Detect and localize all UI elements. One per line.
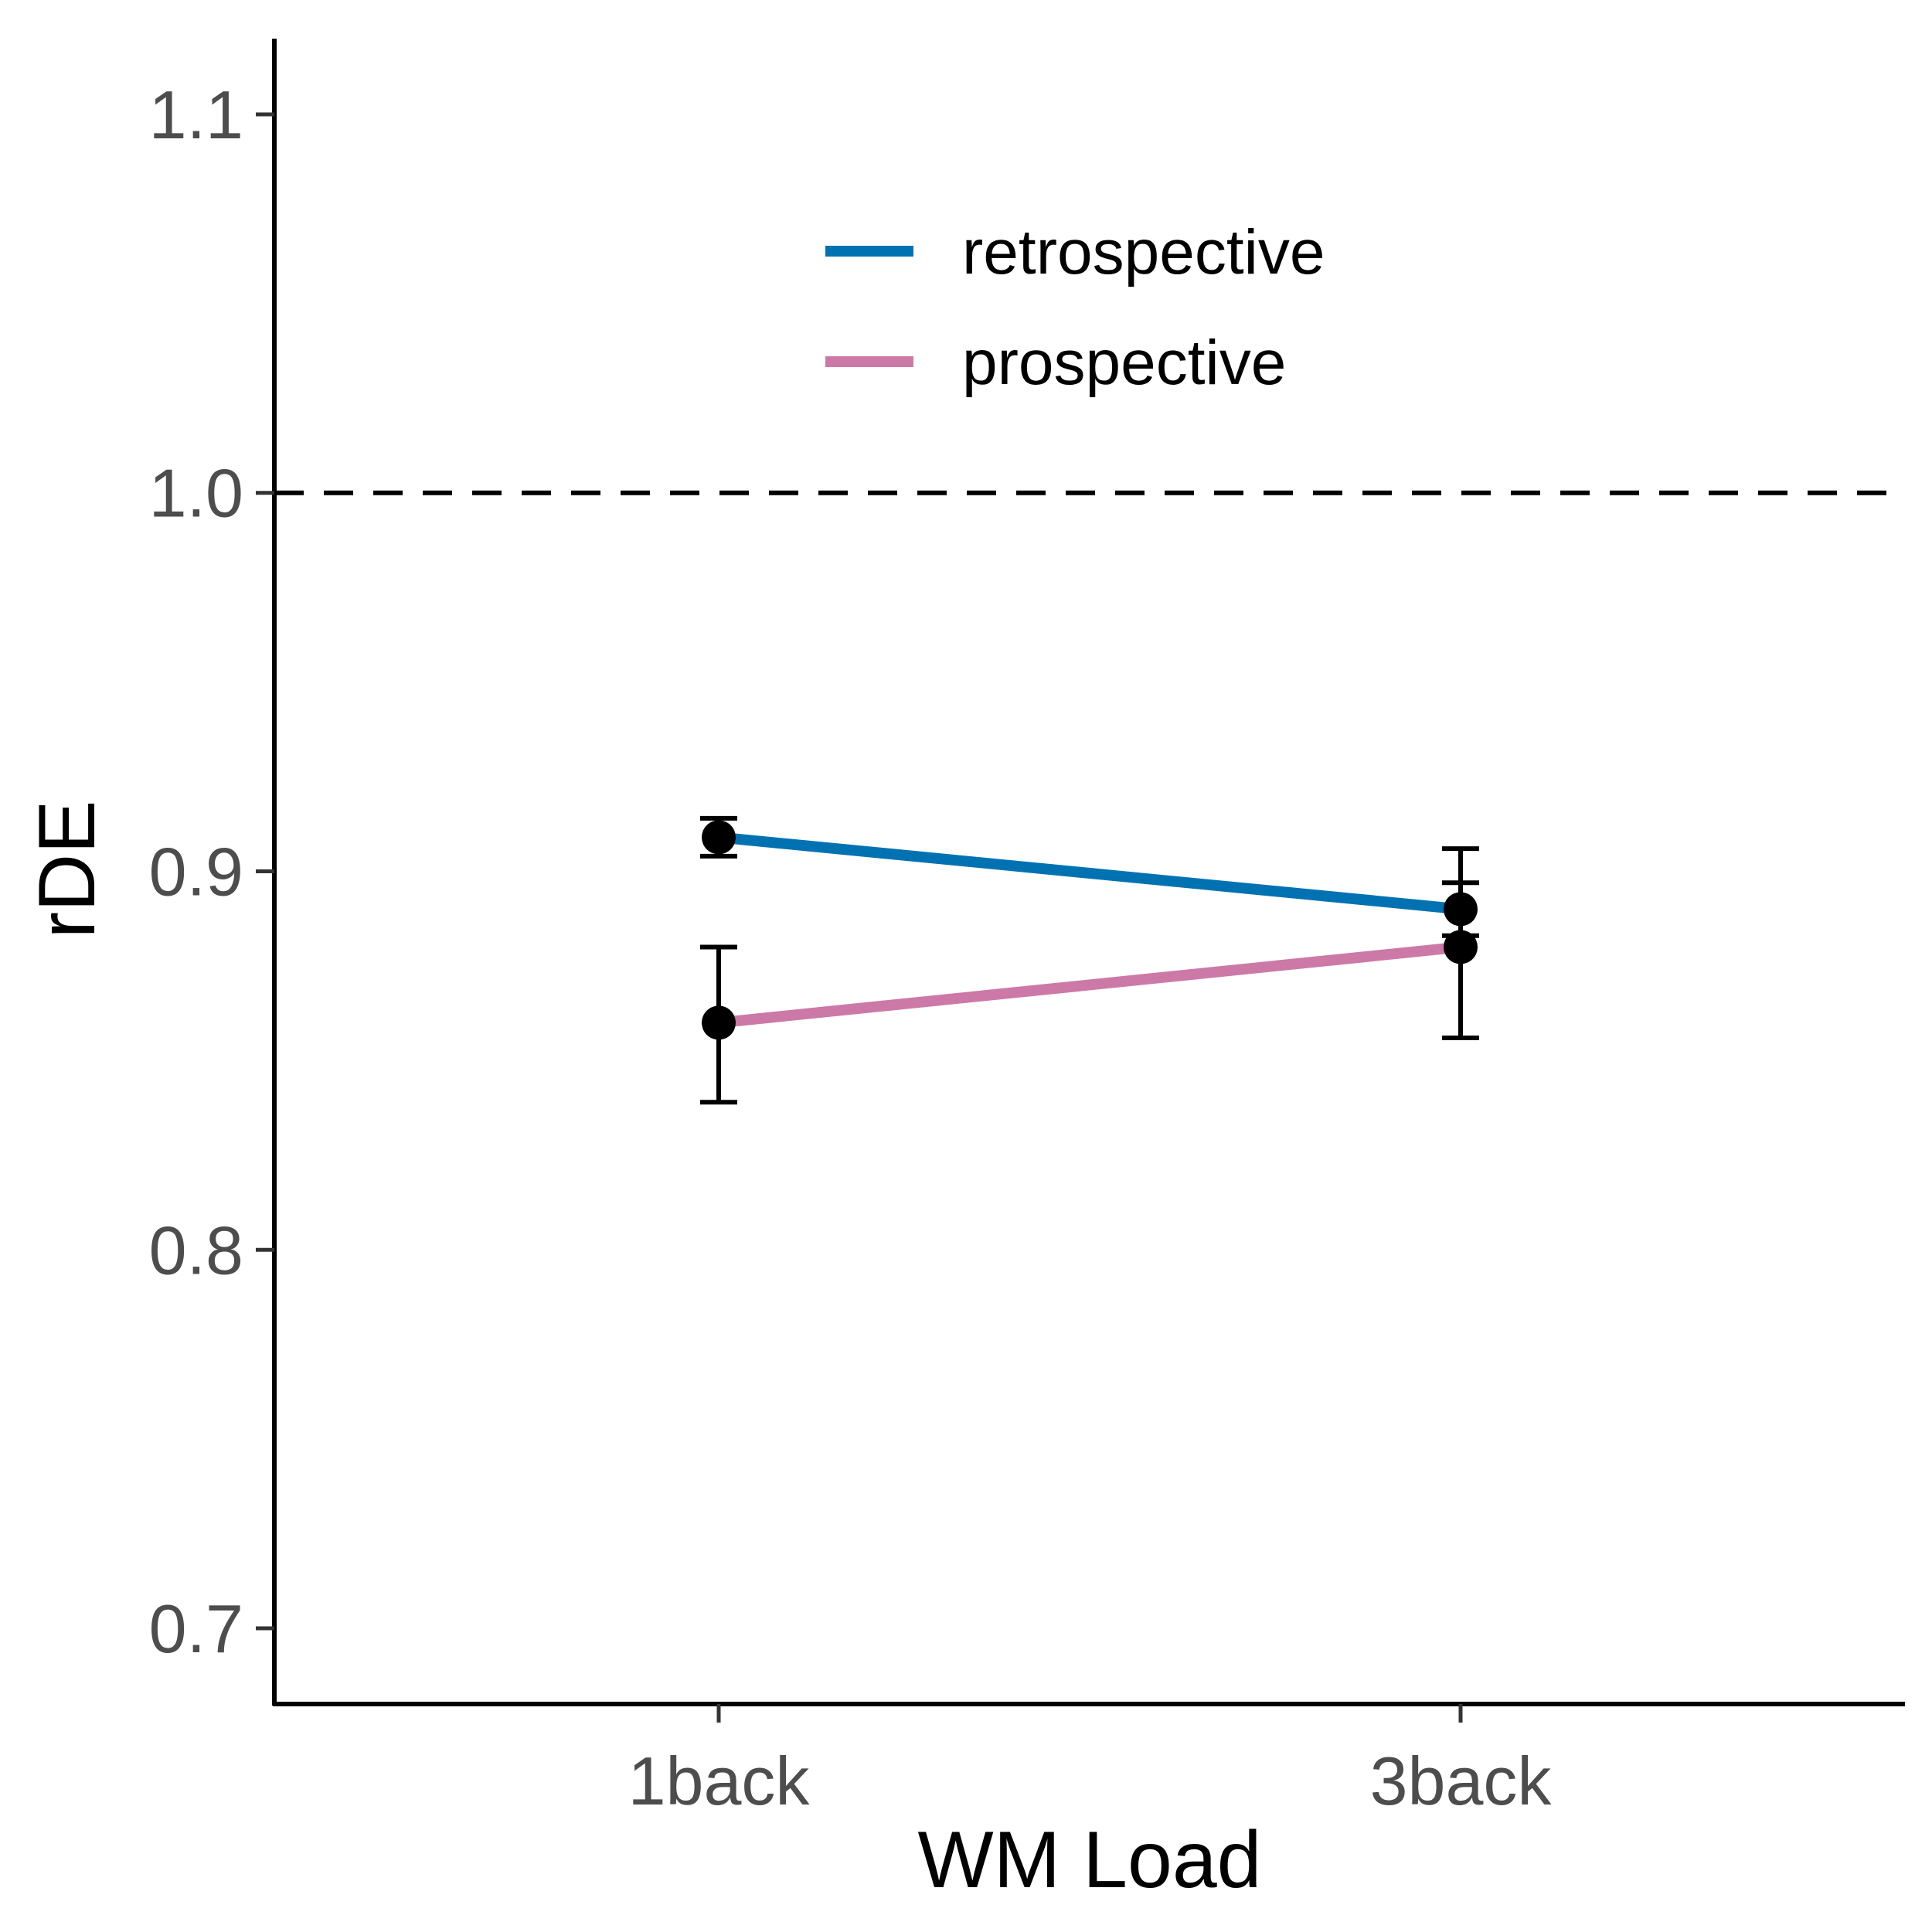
- series-layer: [718, 832, 1461, 1029]
- axes-layer: 0.7 0.8 0.9 1.0 1.1 1back 3back: [149, 39, 1905, 1819]
- data-point-prospective: [1444, 930, 1478, 964]
- x-tick-label: 3back: [1370, 1743, 1553, 1819]
- data-point-layer: [702, 820, 1478, 1040]
- y-tick-label: 1.0: [149, 455, 243, 532]
- data-point-retrospective: [702, 820, 736, 855]
- series-line-prospective: [718, 941, 1461, 1029]
- data-point-retrospective: [1444, 892, 1478, 927]
- y-tick-label: 0.9: [149, 834, 243, 910]
- y-tick-label: 1.1: [149, 77, 243, 153]
- legend-label-retrospective: retrospective: [962, 217, 1325, 287]
- y-tick-label: 0.7: [149, 1590, 243, 1667]
- x-tick-label: 1back: [628, 1743, 811, 1819]
- x-axis-title: WM Load: [917, 1815, 1261, 1905]
- data-point-prospective: [702, 1005, 736, 1040]
- series-line-retrospective: [718, 832, 1461, 915]
- y-tick-label: 0.8: [149, 1212, 243, 1288]
- y-axis-title: rDE: [22, 800, 112, 938]
- legend-label-prospective: prospective: [962, 328, 1286, 398]
- legend: retrospective prospective: [825, 217, 1325, 398]
